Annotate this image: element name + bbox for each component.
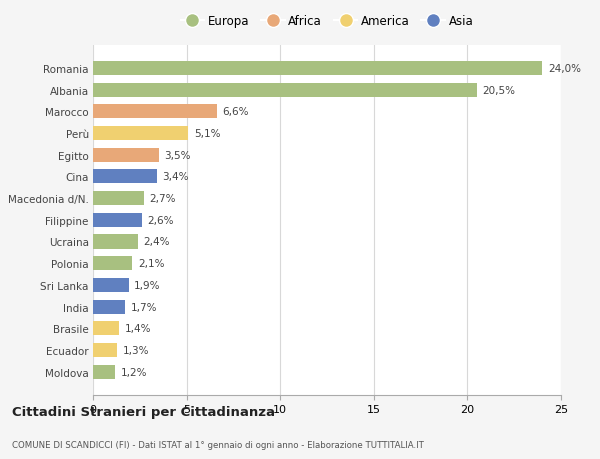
Bar: [93, 278, 128, 292]
Text: 1,4%: 1,4%: [125, 324, 151, 334]
Text: 1,3%: 1,3%: [123, 345, 149, 355]
Bar: [93, 343, 118, 357]
Bar: [93, 127, 188, 141]
Bar: [93, 192, 143, 206]
Bar: [93, 300, 125, 314]
Text: Cittadini Stranieri per Cittadinanza: Cittadini Stranieri per Cittadinanza: [12, 405, 275, 419]
Text: 24,0%: 24,0%: [548, 64, 581, 74]
Bar: [93, 170, 157, 184]
Text: 3,5%: 3,5%: [164, 151, 191, 160]
Text: 20,5%: 20,5%: [482, 85, 515, 95]
Bar: [93, 365, 115, 379]
Text: 2,4%: 2,4%: [143, 237, 170, 247]
Bar: [93, 84, 477, 97]
Bar: [93, 62, 542, 76]
Text: 1,9%: 1,9%: [134, 280, 161, 290]
Bar: [93, 235, 138, 249]
Text: 5,1%: 5,1%: [194, 129, 221, 139]
Text: 2,1%: 2,1%: [138, 258, 164, 269]
Text: 3,4%: 3,4%: [162, 172, 189, 182]
Text: 2,7%: 2,7%: [149, 194, 176, 204]
Bar: [93, 257, 133, 271]
Text: 1,2%: 1,2%: [121, 367, 148, 377]
Bar: [93, 105, 217, 119]
Legend: Europa, Africa, America, Asia: Europa, Africa, America, Asia: [176, 10, 478, 32]
Bar: [93, 213, 142, 227]
Text: 1,7%: 1,7%: [130, 302, 157, 312]
Bar: [93, 321, 119, 336]
Text: 2,6%: 2,6%: [147, 215, 174, 225]
Text: 6,6%: 6,6%: [222, 107, 248, 117]
Bar: [93, 148, 158, 162]
Text: COMUNE DI SCANDICCI (FI) - Dati ISTAT al 1° gennaio di ogni anno - Elaborazione : COMUNE DI SCANDICCI (FI) - Dati ISTAT al…: [12, 441, 424, 449]
